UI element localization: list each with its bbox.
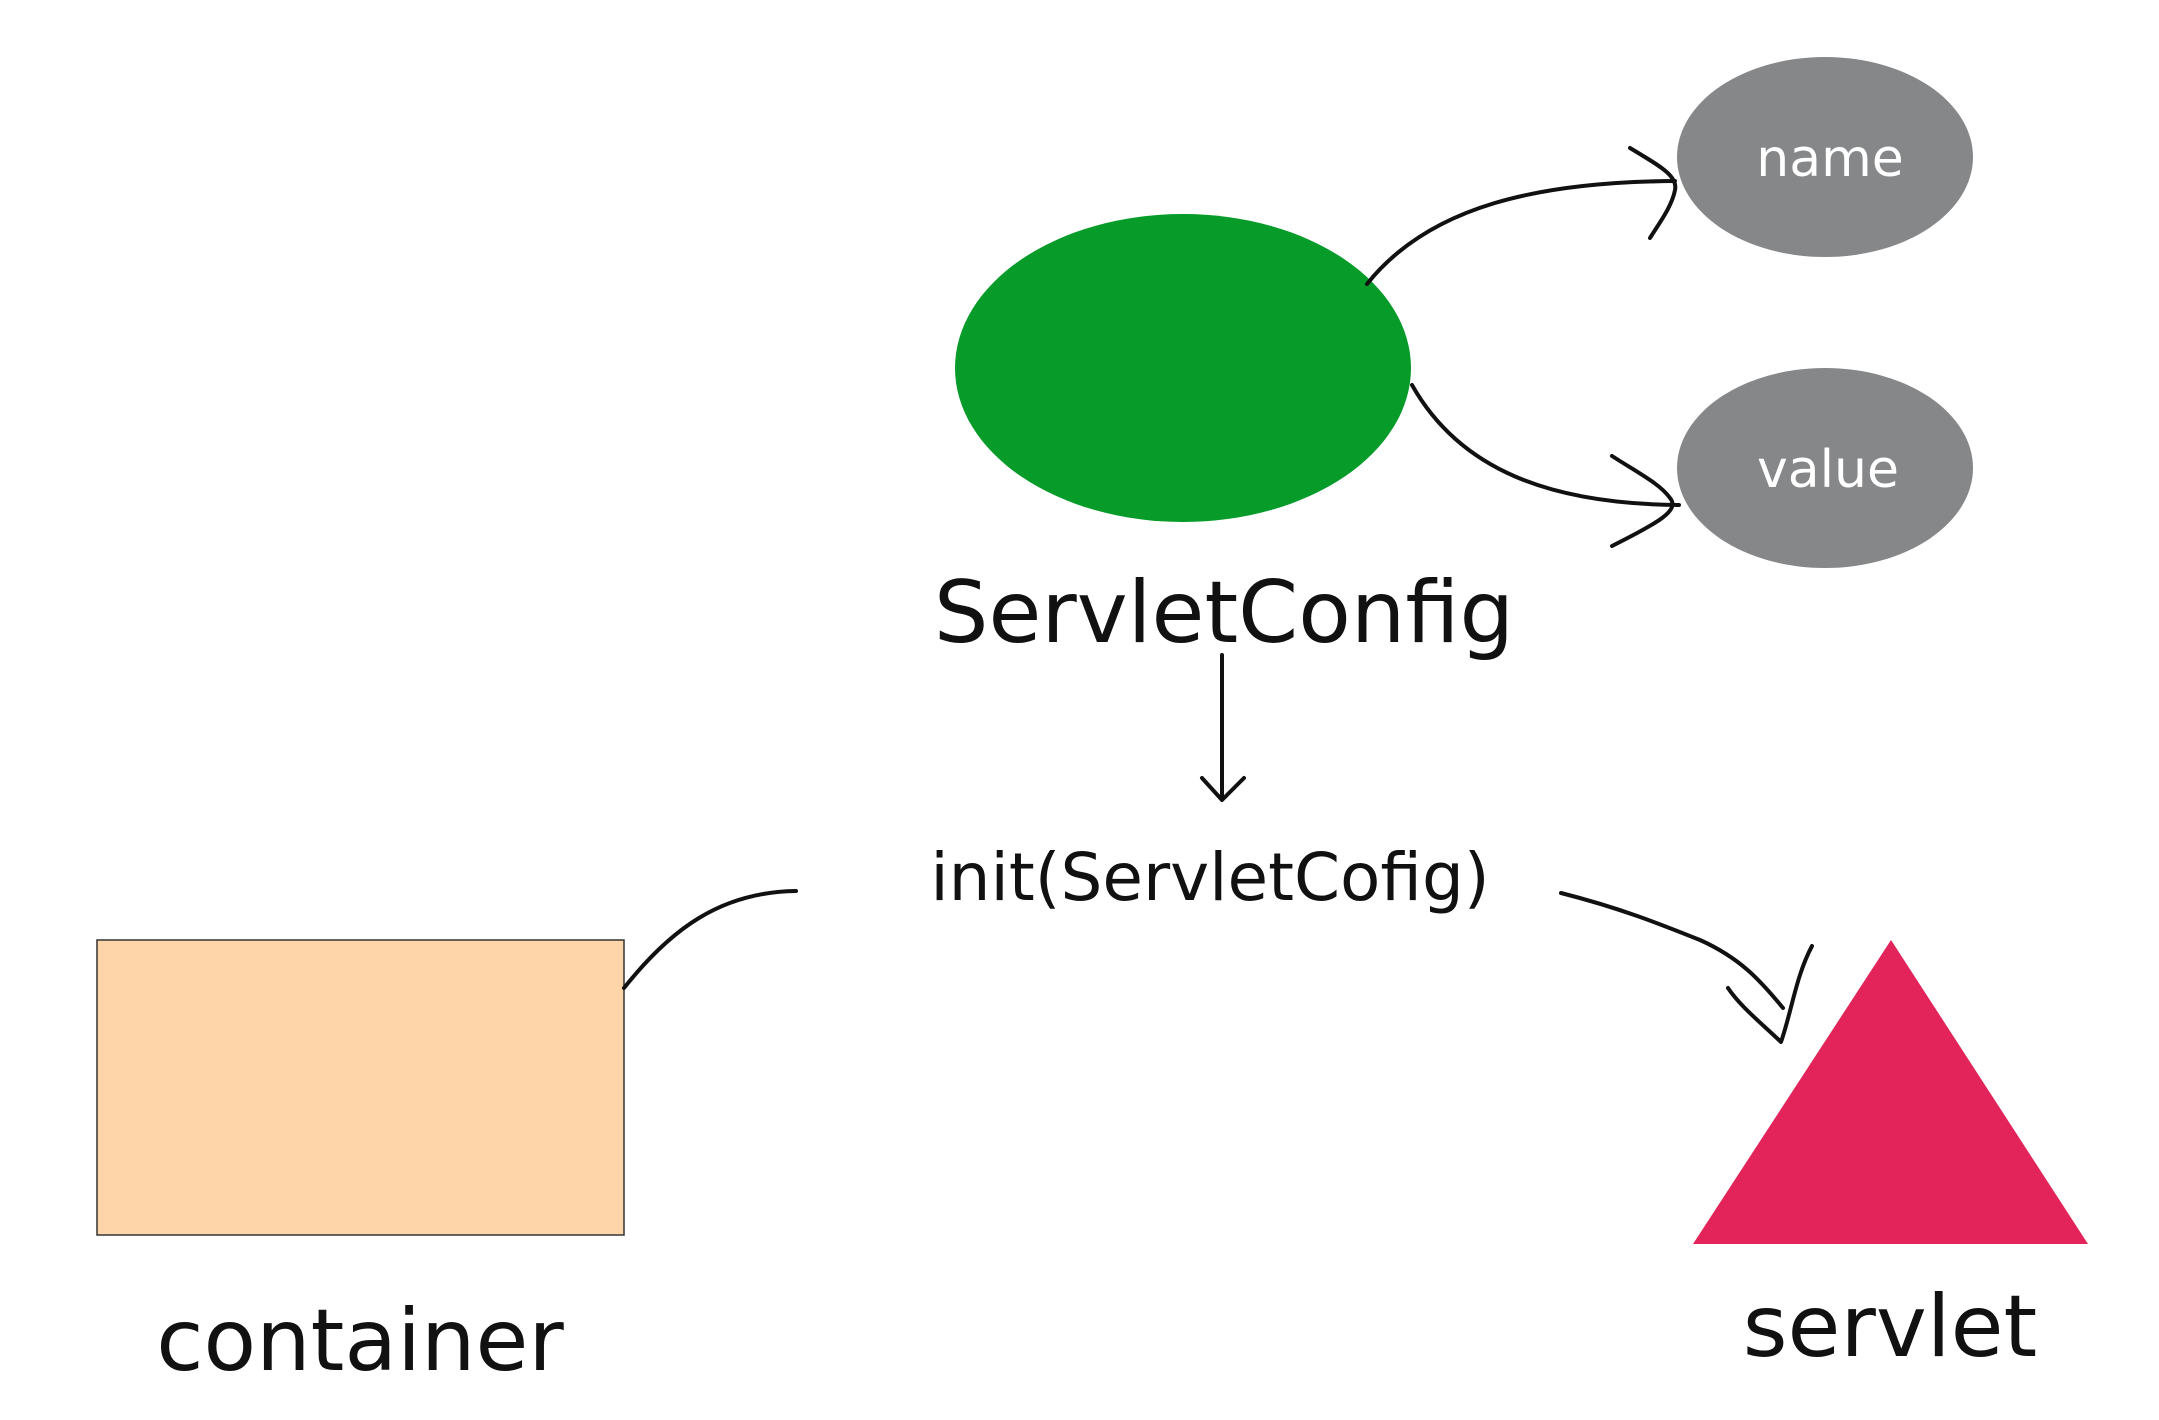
edge-config-to-value: [1410, 383, 1681, 507]
container-rect: [96, 939, 625, 1236]
edge-config-to-name: [1365, 179, 1677, 286]
servlet-triangle: [1693, 940, 2088, 1244]
container-label: container: [156, 1291, 564, 1391]
edge-init-to-servlet: [1559, 891, 1785, 1010]
init-call-label: init(ServletCofig): [930, 839, 1489, 916]
value-ellipse: [1677, 368, 1973, 568]
servlet-config-label: ServletConfig: [934, 563, 1514, 663]
arrowhead-init: [1200, 776, 1246, 802]
arrowhead-servlet: [1726, 944, 1814, 1044]
arrowhead-name: [1628, 146, 1678, 240]
edge-container-to-init: [622, 889, 798, 990]
name-ellipse: [1677, 57, 1973, 257]
servlet-label: servlet: [1743, 1277, 2038, 1377]
value-label: value: [1757, 440, 1899, 500]
servlet-config-ellipse: [955, 214, 1411, 522]
arrowhead-value: [1610, 454, 1675, 548]
name-label: name: [1756, 129, 1903, 189]
